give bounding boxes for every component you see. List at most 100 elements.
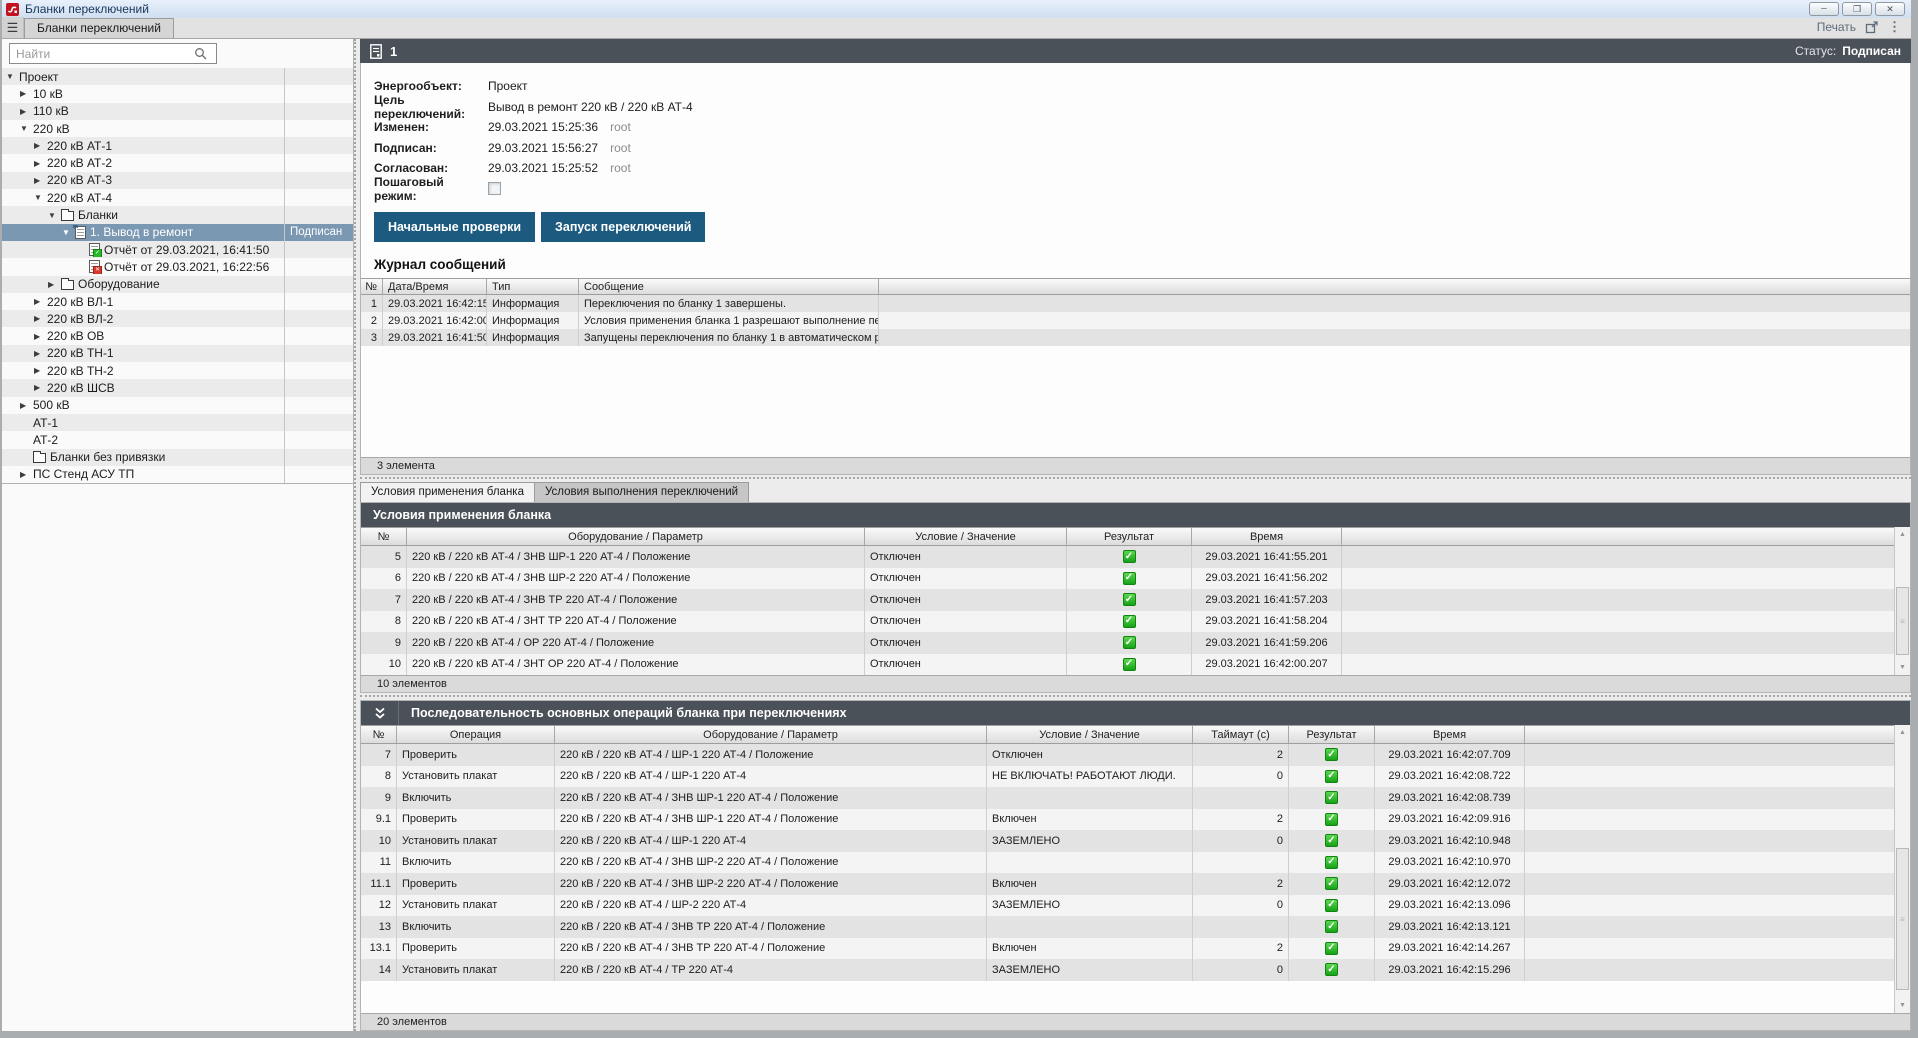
expander-icon[interactable]: ▶ (34, 383, 41, 393)
tree-item[interactable]: Бланки без привязки (2, 448, 353, 466)
operation-row[interactable]: 11 Включить 220 кВ / 220 кВ АТ-4 / ЗНВ Ш… (361, 851, 1894, 873)
scroll-thumb[interactable] (1896, 586, 1909, 656)
expander-icon[interactable]: ▼ (48, 210, 56, 220)
column-header[interactable]: Результат (1289, 726, 1375, 743)
tree-item[interactable]: ▶ 220 кВ ВЛ-1 (2, 292, 353, 311)
open-in-window-icon[interactable] (1865, 20, 1879, 34)
condition-row[interactable]: 9 220 кВ / 220 кВ АТ-4 / ОР 220 АТ-4 / П… (361, 632, 1894, 654)
condition-row[interactable]: 6 220 кВ / 220 кВ АТ-4 / ЗНВ ШР-2 220 АТ… (361, 567, 1894, 589)
tree-item[interactable]: ▶ 220 кВ АТ-3 (2, 171, 353, 190)
operation-row[interactable]: 9.1 Проверить 220 кВ / 220 кВ АТ-4 / ЗНВ… (361, 808, 1894, 830)
search-input[interactable] (9, 43, 217, 64)
expander-icon[interactable]: ▶ (20, 106, 27, 116)
scroll-up-icon[interactable]: ▲ (1899, 531, 1906, 538)
scroll-up-icon[interactable]: ▲ (1899, 729, 1906, 736)
operation-row[interactable]: 12 Установить плакат 220 кВ / 220 кВ АТ-… (361, 894, 1894, 916)
tree-item[interactable]: АТ-1 (2, 413, 353, 432)
condition-row[interactable]: 7 220 кВ / 220 кВ АТ-4 / ЗНВ ТР 220 АТ-4… (361, 589, 1894, 611)
maximize-button[interactable] (1842, 2, 1872, 16)
expander-icon[interactable]: ▶ (34, 348, 41, 358)
scroll-down-icon[interactable]: ▼ (1899, 1002, 1906, 1009)
app-tab[interactable]: Бланки переключений (24, 18, 174, 38)
tree-item[interactable]: ▶ 220 кВ ТН-2 (2, 362, 353, 380)
column-header[interactable]: Результат (1067, 528, 1192, 545)
conditions-scrollbar[interactable]: ▲ ▼ (1894, 527, 1910, 675)
operation-row[interactable]: 9 Включить 220 кВ / 220 кВ АТ-4 / ЗНВ ШР… (361, 787, 1894, 809)
tree-item[interactable]: ▶ 500 кВ (2, 396, 353, 414)
scroll-thumb[interactable] (1896, 848, 1909, 991)
horizontal-splitter[interactable] (360, 475, 1911, 482)
tree-item[interactable]: Отчёт от 29.03.2021, 16:22:56 (2, 258, 353, 276)
expander-icon[interactable]: ▶ (20, 400, 27, 410)
expander-icon[interactable]: ▼ (6, 72, 14, 82)
column-header[interactable]: Операция (397, 726, 555, 743)
tree-item[interactable]: ▼ 220 кВ (2, 119, 353, 138)
journal-row[interactable]: 3 29.03.2021 16:41:50 Информация Запущен… (361, 329, 1910, 346)
expander-icon[interactable]: ▼ (20, 124, 28, 134)
operations-scrollbar[interactable]: ▲ ▼ (1894, 725, 1910, 1013)
column-header[interactable]: № (361, 726, 397, 743)
tab-conditions-execute[interactable]: Условия выполнения переключений (534, 482, 750, 502)
journal-row[interactable]: 1 29.03.2021 16:42:15 Информация Переклю… (361, 295, 1910, 312)
tree-item[interactable]: ▶ 220 кВ АТ-2 (2, 154, 353, 172)
operation-row[interactable]: 13 Включить 220 кВ / 220 кВ АТ-4 / ЗНВ Т… (361, 916, 1894, 938)
step-mode-checkbox[interactable] (488, 182, 501, 196)
tree-item[interactable]: ▶ 10 кВ (2, 85, 353, 103)
condition-row[interactable]: 8 220 кВ / 220 кВ АТ-4 / ЗНТ ТР 220 АТ-4… (361, 610, 1894, 632)
condition-row[interactable]: 10 220 кВ / 220 кВ АТ-4 / ЗНТ ОР 220 АТ-… (361, 653, 1894, 675)
expander-icon[interactable]: ▼ (34, 193, 42, 203)
column-header[interactable]: Сообщение (579, 279, 879, 294)
column-header[interactable]: Условие / Значение (987, 726, 1193, 743)
column-header[interactable]: № (361, 279, 383, 294)
tree-item[interactable]: ▶ Оборудование (2, 275, 353, 293)
expander-icon[interactable]: ▼ (62, 227, 70, 237)
tree-item[interactable]: ▼ 1. Вывод в ремонт Подписан (2, 223, 353, 241)
tree-item[interactable]: ▶ ПС Стенд АСУ ТП (2, 465, 353, 484)
tree-item[interactable]: ▶ 220 кВ ОВ (2, 327, 353, 345)
journal-row[interactable]: 2 29.03.2021 16:42:00 Информация Условия… (361, 312, 1910, 329)
more-menu-icon[interactable] (1888, 20, 1901, 33)
expander-icon[interactable]: ▶ (34, 158, 41, 168)
expander-icon[interactable]: ▶ (34, 175, 41, 185)
operation-row[interactable]: 11.1 Проверить 220 кВ / 220 кВ АТ-4 / ЗН… (361, 873, 1894, 895)
expander-icon[interactable]: ▶ (20, 469, 27, 479)
tree-item[interactable]: ▼ Проект (2, 68, 353, 86)
horizontal-splitter[interactable] (360, 693, 1911, 700)
operation-row[interactable]: 13.1 Проверить 220 кВ / 220 кВ АТ-4 / ЗН… (361, 937, 1894, 959)
expander-icon[interactable]: ▶ (48, 279, 55, 289)
expander-icon[interactable]: ▶ (20, 89, 27, 99)
column-header[interactable]: Условие / Значение (865, 528, 1067, 545)
operation-row[interactable]: 14 Установить плакат 220 кВ / 220 кВ АТ-… (361, 959, 1894, 981)
close-button[interactable] (1875, 2, 1905, 16)
tree-item[interactable]: ▶ 220 кВ ВЛ-2 (2, 310, 353, 328)
tree-item[interactable]: Отчёт от 29.03.2021, 16:41:50 (2, 240, 353, 259)
menu-icon[interactable] (2, 17, 24, 38)
minimize-button[interactable] (1809, 2, 1839, 16)
start-switching-button[interactable]: Запуск переключений (541, 212, 706, 242)
operation-row[interactable]: 10 Установить плакат 220 кВ / 220 кВ АТ-… (361, 830, 1894, 852)
operation-row[interactable]: 8 Установить плакат 220 кВ / 220 кВ АТ-4… (361, 765, 1894, 787)
column-header[interactable]: Тип (487, 279, 579, 294)
column-header[interactable]: Время (1375, 726, 1525, 743)
operation-row[interactable]: 7 Проверить 220 кВ / 220 кВ АТ-4 / ШР-1 … (361, 744, 1894, 766)
scroll-down-icon[interactable]: ▼ (1899, 664, 1906, 671)
tree-item[interactable]: ▶ 220 кВ ТН-1 (2, 344, 353, 363)
expander-icon[interactable]: ▶ (34, 331, 41, 341)
column-header[interactable]: № (361, 528, 407, 545)
print-button[interactable]: Печать (1816, 19, 1856, 34)
tree-item[interactable]: ▼ 220 кВ АТ-4 (2, 189, 353, 207)
column-header[interactable]: Оборудование / Параметр (555, 726, 987, 743)
expander-icon[interactable]: ▶ (34, 314, 41, 324)
column-header[interactable]: Оборудование / Параметр (407, 528, 865, 545)
column-header[interactable]: Время (1192, 528, 1342, 545)
column-header[interactable]: Таймаут (с) (1193, 726, 1289, 743)
tree-item[interactable]: ▶ 220 кВ ШСВ (2, 379, 353, 397)
initial-checks-button[interactable]: Начальные проверки (374, 212, 536, 242)
column-header[interactable]: Дата/Время (383, 279, 487, 294)
tree-item[interactable]: ▶ 110 кВ (2, 102, 353, 120)
expander-icon[interactable]: ▶ (34, 297, 41, 306)
tree-item[interactable]: ▶ 220 кВ АТ-1 (2, 137, 353, 155)
expander-icon[interactable]: ▶ (34, 366, 41, 376)
tree-item[interactable]: ▼ Бланки (2, 206, 353, 224)
sidebar-splitter[interactable] (354, 39, 360, 1031)
